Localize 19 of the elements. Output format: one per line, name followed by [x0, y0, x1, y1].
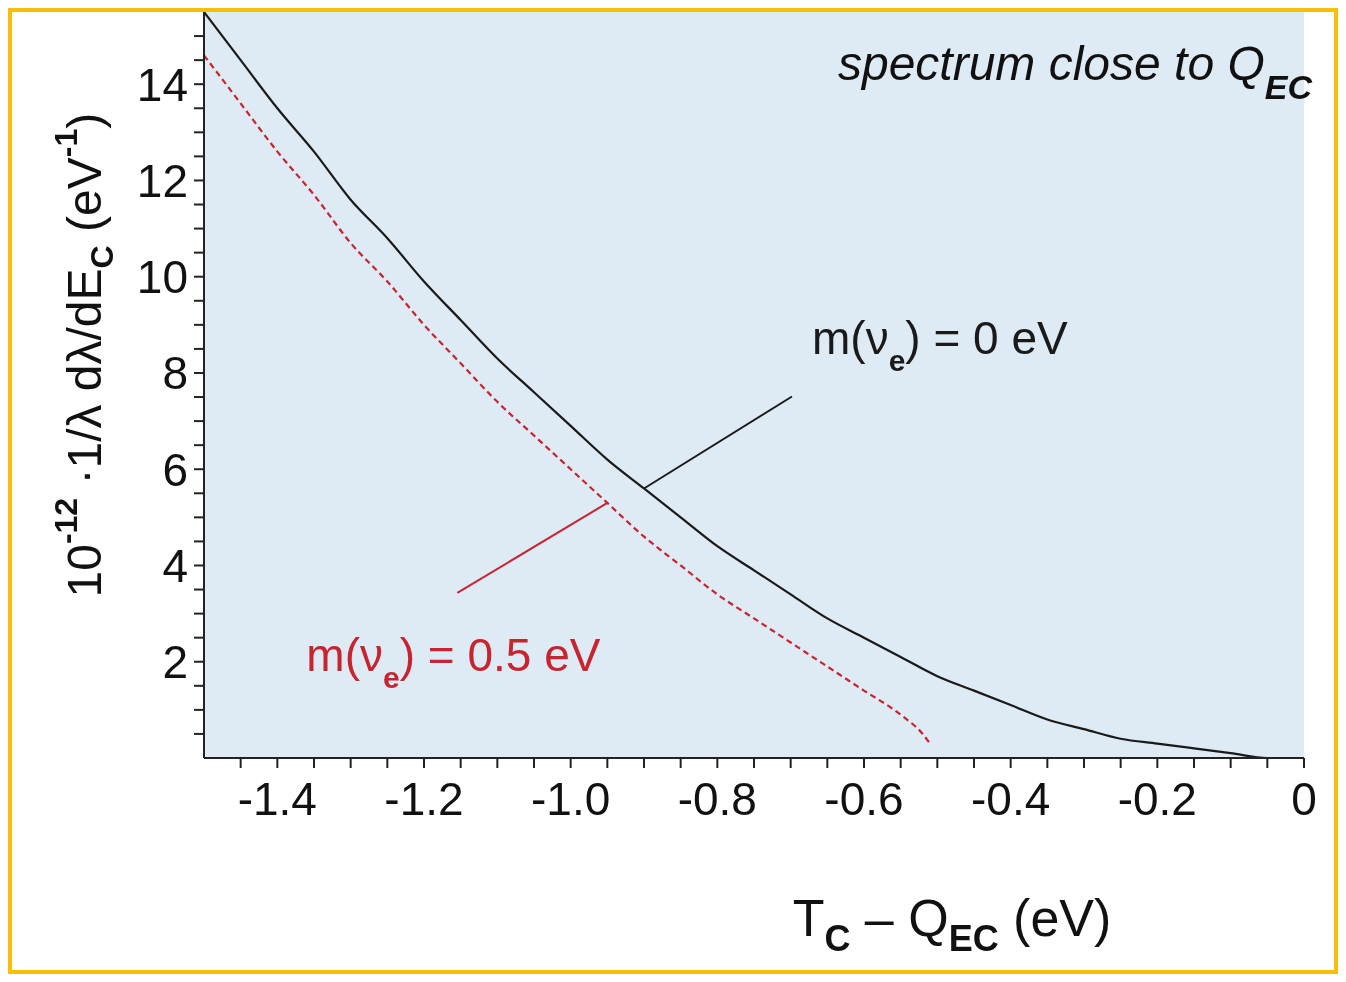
- x-axis-title: T$_{C}$ – Q$_{EC}$ (eV): [792, 889, 1112, 959]
- x-tick-label: -0.2: [1117, 772, 1197, 825]
- x-tick-label: -0.8: [677, 772, 757, 825]
- x-tick-label: -0.4: [971, 772, 1051, 825]
- x-tick-label: 0: [1291, 772, 1317, 825]
- x-tick-label: -1.4: [237, 772, 317, 825]
- text: spectrum close to Q$_{EC}$: [837, 37, 1313, 106]
- y-tick-label: 6: [162, 443, 188, 496]
- legend-label: m(ν$_{e}$) = 0.5 eV: [306, 628, 601, 694]
- x-tick-label: -0.6: [824, 772, 904, 825]
- y-tick-label: 12: [136, 154, 188, 207]
- y-tick-label: 8: [162, 347, 188, 400]
- y-tick-label: 10: [136, 251, 188, 304]
- y-tick-label: 4: [162, 539, 188, 592]
- text: m(ν$_{e}$) = 0 eV: [812, 312, 1069, 377]
- x-tick-label: -1.2: [384, 772, 464, 825]
- x-tick-label: -1.0: [531, 772, 611, 825]
- y-tick-label: 14: [136, 58, 188, 111]
- y-tick-label: 2: [162, 636, 188, 689]
